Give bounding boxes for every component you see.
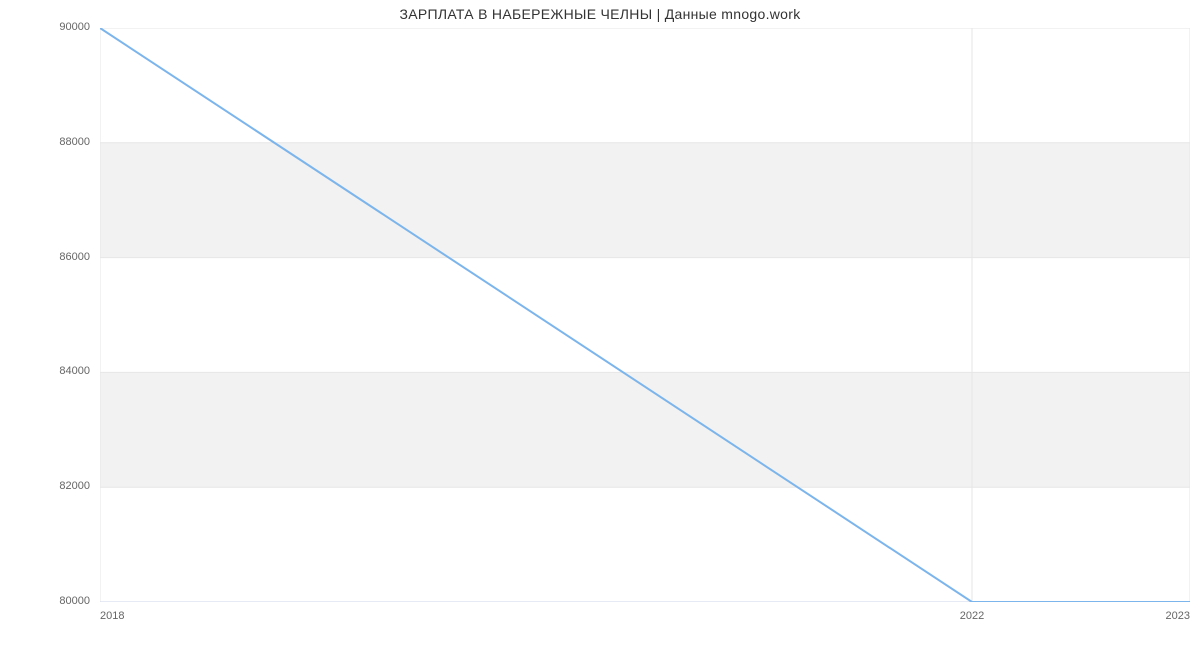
salary-line-chart: ЗАРПЛАТА В НАБЕРЕЖНЫЕ ЧЕЛНЫ | Данные mno… [0, 0, 1200, 650]
y-tick-label: 84000 [0, 365, 90, 377]
chart-title: ЗАРПЛАТА В НАБЕРЕЖНЫЕ ЧЕЛНЫ | Данные mno… [0, 6, 1200, 22]
y-tick-label: 82000 [0, 480, 90, 492]
y-tick-label: 90000 [0, 21, 90, 33]
y-tick-label: 80000 [0, 595, 90, 607]
plot-area [100, 28, 1190, 602]
y-tick-label: 88000 [0, 136, 90, 148]
x-tick-label: 2018 [100, 610, 124, 622]
y-tick-label: 86000 [0, 251, 90, 263]
x-tick-label: 2022 [960, 610, 984, 622]
x-tick-label: 2023 [1166, 610, 1190, 622]
